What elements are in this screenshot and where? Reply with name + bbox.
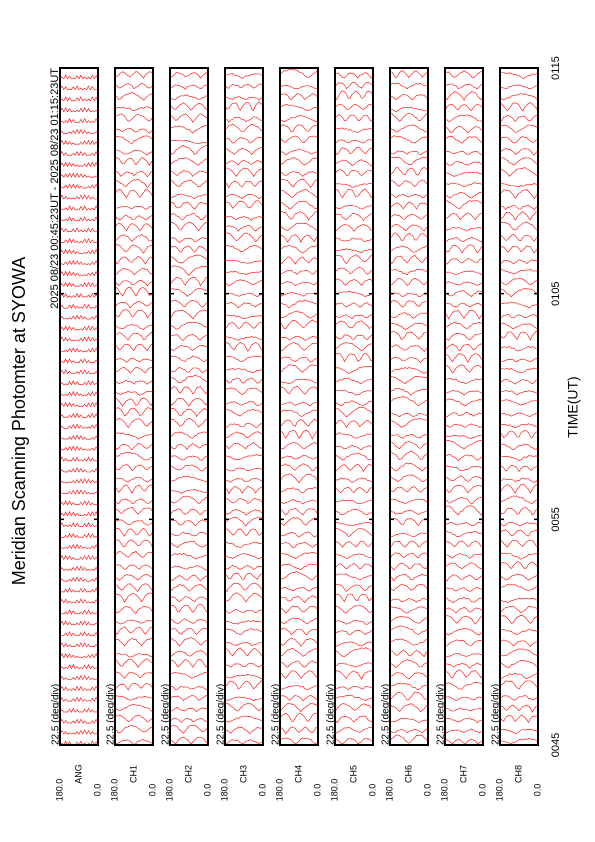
- panel-scale: 22.5 (deg/div): [51, 684, 62, 745]
- panel-frame: [169, 67, 209, 746]
- panel-name: CH3: [238, 765, 248, 783]
- trace: [114, 71, 154, 746]
- panel-name: CH2: [183, 765, 193, 783]
- panel-top-label: 180.0: [439, 779, 449, 802]
- panel-bottom-label: 0.0: [532, 784, 542, 797]
- subtitle: 2025 08/23 00:45:23UT - 2025 08/23 01:15…: [49, 68, 61, 309]
- x-tick-label: 0105: [550, 281, 562, 305]
- rotated-chart: Meridian Scanning Photomter at SYOWA 202…: [9, 56, 581, 801]
- panel-frame: [114, 67, 154, 746]
- panel-scale: 22.5 (deg/div): [216, 684, 227, 745]
- panel-frame: [224, 67, 264, 746]
- panel-bottom-label: 0.0: [92, 784, 102, 797]
- x-tick-label: 0115: [550, 56, 562, 80]
- panel-scale: 22.5 (deg/div): [106, 684, 117, 745]
- panel-frame: [444, 67, 484, 746]
- panel-bottom-label: 0.0: [477, 784, 487, 797]
- panel-top-label: 180.0: [494, 779, 504, 802]
- panel-bottom-label: 0.0: [422, 784, 432, 797]
- panel-name: CH4: [293, 765, 303, 783]
- panel-bottom-label: 0.0: [257, 784, 267, 797]
- trace: [334, 72, 374, 745]
- panel-frame: [389, 67, 429, 746]
- panel-frame: [279, 67, 319, 746]
- panel-name: CH8: [513, 765, 523, 783]
- panel-top-label: 180.0: [164, 779, 174, 802]
- panel-name: CH7: [458, 765, 468, 783]
- trace: [224, 73, 264, 745]
- panel-top-label: 180.0: [329, 779, 339, 802]
- panel-name: ANG: [73, 764, 83, 784]
- panel-scale: 22.5 (deg/div): [436, 684, 447, 745]
- panel-frame: [59, 67, 99, 746]
- x-axis-label: TIME(UT): [565, 376, 581, 437]
- panel-bottom-label: 0.0: [312, 784, 322, 797]
- trace: [389, 70, 429, 744]
- trace: [279, 68, 319, 745]
- panel-name: CH6: [403, 765, 413, 783]
- panel-scale: 22.5 (deg/div): [491, 684, 502, 745]
- trace: [499, 72, 539, 745]
- panel-name: CH5: [348, 765, 358, 783]
- panel-scale: 22.5 (deg/div): [326, 684, 337, 745]
- panel-bottom-label: 0.0: [147, 784, 157, 797]
- x-tick-label: 0055: [550, 507, 562, 531]
- panel-top-label: 180.0: [219, 779, 229, 802]
- trace: [59, 74, 99, 746]
- panel-frame: [499, 67, 539, 746]
- x-tick-label: 0045: [550, 733, 562, 757]
- panel-top-label: 180.0: [54, 779, 64, 802]
- panel-bottom-label: 0.0: [367, 784, 377, 797]
- panel-top-label: 180.0: [384, 779, 394, 802]
- trace: [444, 70, 484, 745]
- panel-bottom-label: 0.0: [202, 784, 212, 797]
- panel-name: CH1: [128, 765, 138, 783]
- chart-title: Meridian Scanning Photomter at SYOWA: [9, 257, 29, 585]
- panel-scale: 22.5 (deg/div): [161, 684, 172, 745]
- panel-frame: [334, 67, 374, 746]
- panel-top-label: 180.0: [109, 779, 119, 802]
- panel-scale: 22.5 (deg/div): [381, 684, 392, 745]
- panel-scale: 22.5 (deg/div): [271, 684, 282, 745]
- panel-top-label: 180.0: [274, 779, 284, 802]
- trace: [169, 71, 209, 745]
